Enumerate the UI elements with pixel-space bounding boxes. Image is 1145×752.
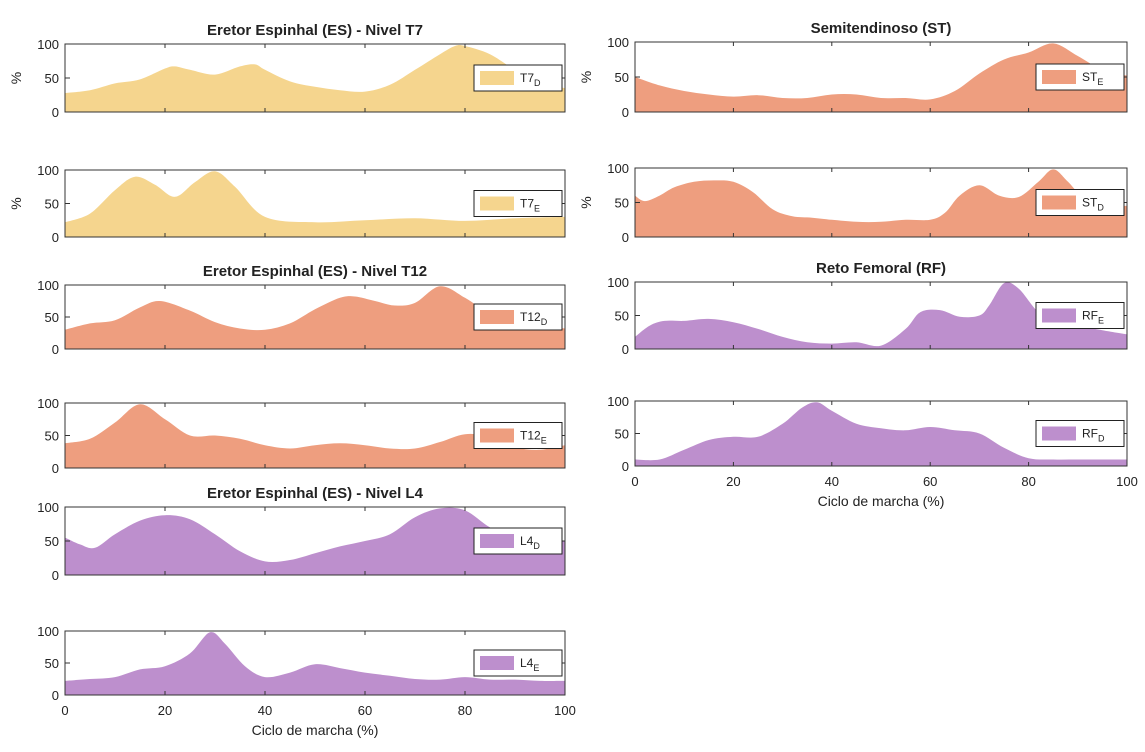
- y-tick-label: 50: [45, 310, 59, 325]
- x-tick-label: 60: [358, 703, 372, 718]
- legend-swatch: [1042, 70, 1076, 84]
- y-tick-label: 100: [607, 35, 629, 50]
- y-tick-label: 50: [615, 196, 629, 211]
- y-tick-label: 0: [52, 461, 59, 476]
- legend-swatch: [480, 656, 514, 670]
- chart-title: Semitendinoso (ST): [811, 20, 952, 37]
- y-tick-label: 50: [45, 197, 59, 212]
- y-tick-label: 100: [37, 396, 59, 411]
- area-series: [65, 632, 565, 695]
- x-axis-label: Ciclo de marcha (%): [252, 722, 379, 738]
- y-tick-label: 50: [615, 70, 629, 85]
- legend: T12D: [473, 303, 563, 331]
- area-series: [635, 402, 1127, 466]
- y-tick-label: 50: [615, 427, 629, 442]
- y-axis-label: %: [8, 197, 24, 209]
- chart-panel-10: 0 50 100 0 20 40 60 80 100 Ciclo de marcha (%) RFD: [607, 394, 1138, 509]
- chart-title: Eretor Espinhal (ES) - Nivel L4: [207, 485, 424, 502]
- area-series: [65, 286, 565, 349]
- x-tick-label: 0: [631, 474, 638, 489]
- legend: T7D: [473, 64, 563, 92]
- y-tick-label: 100: [37, 37, 59, 52]
- y-tick-label: 0: [52, 105, 59, 120]
- chart-panel-9: 0 50 100 Reto Femoral (RF) RFE: [607, 260, 1128, 357]
- y-tick-label: 50: [45, 534, 59, 549]
- x-tick-label: 40: [825, 474, 839, 489]
- legend: T12E: [473, 422, 563, 449]
- chart-panel-7: 0 50 100 Semitendinoso (ST)% STE: [578, 20, 1128, 120]
- area-series: [65, 404, 565, 468]
- y-axis-label: %: [8, 72, 24, 84]
- chart-panel-1: 0 50 100 Eretor Espinhal (ES) - Nivel T7% T7…: [8, 22, 566, 120]
- y-tick-label: 100: [37, 624, 59, 639]
- y-tick-label: 0: [52, 230, 59, 245]
- y-tick-label: 0: [622, 105, 629, 120]
- chart-title: Reto Femoral (RF): [816, 260, 946, 277]
- y-tick-label: 0: [622, 459, 629, 474]
- y-tick-label: 100: [37, 500, 59, 515]
- area-series: [635, 282, 1127, 349]
- y-tick-label: 50: [615, 309, 629, 324]
- y-tick-label: 100: [37, 163, 59, 178]
- x-tick-label: 80: [1021, 474, 1035, 489]
- chart-title: Eretor Espinhal (ES) - Nivel T7: [207, 22, 423, 39]
- legend: L4D: [473, 527, 563, 555]
- chart-panel-4: 0 50 100 T12E: [37, 396, 566, 476]
- y-tick-label: 0: [622, 230, 629, 245]
- legend: L4E: [473, 649, 563, 677]
- legend: T7E: [473, 190, 563, 217]
- x-axis-label: Ciclo de marcha (%): [818, 493, 945, 509]
- area-series: [635, 169, 1127, 237]
- y-axis-label: %: [578, 71, 594, 83]
- y-tick-label: 50: [45, 429, 59, 444]
- y-tick-label: 100: [607, 161, 629, 176]
- x-tick-label: 100: [554, 703, 576, 718]
- chart-panel-5: 0 50 100 Eretor Espinhal (ES) - Nivel L4 L4D: [37, 485, 566, 583]
- y-tick-label: 50: [45, 71, 59, 86]
- y-tick-label: 0: [52, 688, 59, 703]
- legend: RFE: [1035, 302, 1125, 329]
- y-tick-label: 0: [622, 342, 629, 357]
- chart-panel-2: 0 50 100% T7E: [8, 163, 566, 245]
- legend-swatch: [480, 534, 514, 548]
- chart-panel-8: 0 50 100% STD: [578, 161, 1128, 245]
- chart-panel-6: 0 50 100 0 20 40 60 80 100 Ciclo de marcha (%) L4E: [37, 624, 576, 738]
- y-tick-label: 0: [52, 342, 59, 357]
- y-tick-label: 50: [45, 656, 59, 671]
- chart-title: Eretor Espinhal (ES) - Nivel T12: [203, 263, 427, 280]
- legend-swatch: [480, 71, 514, 85]
- legend: STD: [1035, 189, 1125, 216]
- y-axis-label: %: [578, 196, 594, 208]
- chart-panel-3: 0 50 100 Eretor Espinhal (ES) - Nivel T12 T1…: [37, 263, 566, 357]
- area-series: [65, 171, 565, 237]
- x-tick-label: 40: [258, 703, 272, 718]
- y-tick-label: 100: [37, 278, 59, 293]
- area-series: [635, 43, 1127, 112]
- area-series: [65, 45, 565, 112]
- legend-swatch: [480, 310, 514, 324]
- x-tick-label: 60: [923, 474, 937, 489]
- area-series: [65, 507, 565, 575]
- x-tick-label: 20: [726, 474, 740, 489]
- y-tick-label: 100: [607, 275, 629, 290]
- legend-swatch: [1042, 308, 1076, 323]
- legend-label: T12E: [520, 429, 547, 446]
- legend-swatch: [1042, 426, 1076, 441]
- x-tick-label: 80: [458, 703, 472, 718]
- x-tick-label: 0: [61, 703, 68, 718]
- y-tick-label: 100: [607, 394, 629, 409]
- legend-swatch: [480, 196, 514, 211]
- x-tick-label: 20: [158, 703, 172, 718]
- x-tick-label: 100: [1116, 474, 1138, 489]
- legend: STE: [1035, 63, 1125, 91]
- y-tick-label: 0: [52, 568, 59, 583]
- legend-swatch: [1042, 195, 1076, 210]
- legend: RFD: [1035, 420, 1125, 447]
- legend-swatch: [480, 428, 514, 443]
